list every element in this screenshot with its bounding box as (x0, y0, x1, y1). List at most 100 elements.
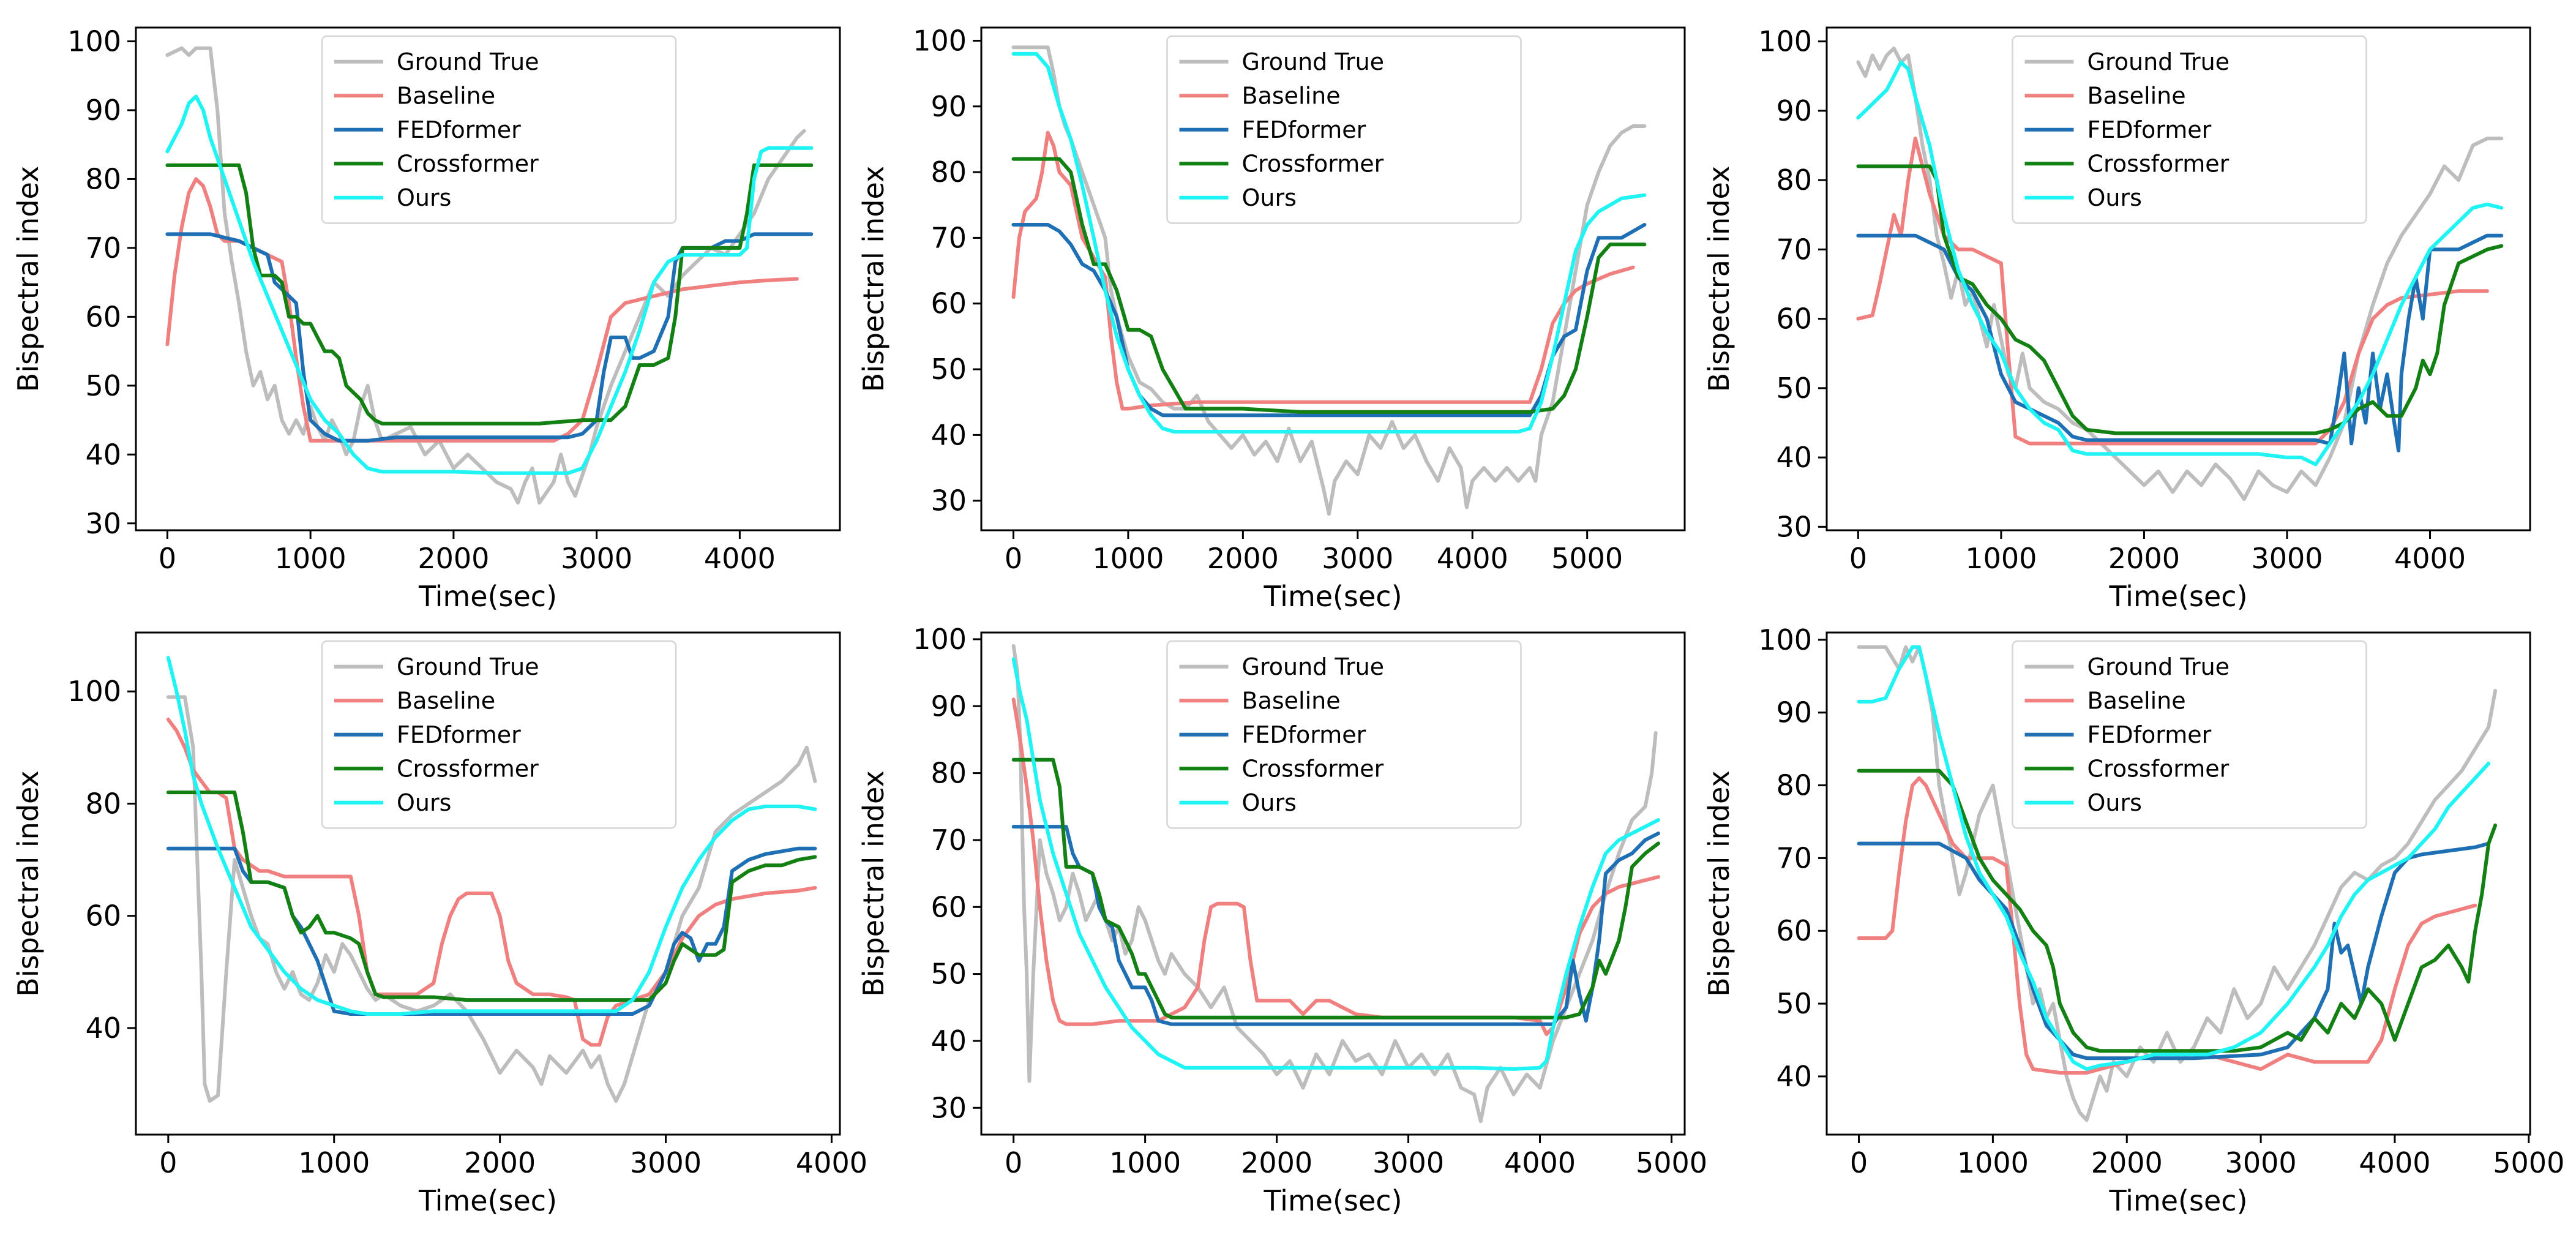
y-tick-label: 50 (1776, 372, 1812, 405)
x-tick-label: 0 (1850, 1146, 1868, 1179)
y-tick-label: 30 (1776, 510, 1812, 543)
y-tick-label: 90 (1776, 696, 1812, 729)
legend-label: Crossformer (397, 150, 539, 177)
y-tick-label: 80 (930, 757, 967, 790)
series-line-ground-true (1011, 45, 1647, 516)
subplot-1: 0 1000 2000 3000 4000 Time(sec) 30 40 50 60 70 80 90… (12, 24, 841, 613)
x-tick-label: 0 (159, 1146, 177, 1179)
legend-box (2012, 640, 2367, 829)
axes-frame (135, 26, 841, 531)
series-line-ground-true (1857, 645, 2498, 1122)
y-axis-label: Bispectral index (1702, 166, 1735, 392)
y-axis-label: Bispectral index (12, 770, 45, 996)
legend-label: Crossformer (1242, 150, 1384, 177)
y-axis-label: Bispectral index (857, 770, 890, 996)
x-tick-label: 3000 (2251, 542, 2323, 575)
x-axis: 0 1000 2000 3000 4000 Time(sec) (159, 1135, 867, 1217)
y-tick-label: 100 (67, 24, 121, 58)
subplot-5: 0 1000 2000 3000 4000 5000 Time(sec) 30 40 50 60 70… (857, 623, 1707, 1217)
x-tick-label: 2000 (2108, 542, 2180, 575)
x-axis: 0 1000 2000 3000 4000 5000 Time(sec) (1005, 530, 1623, 613)
axes-frame (980, 631, 1686, 1136)
y-axis-label: Bispectral index (857, 166, 890, 392)
x-axis-label: Time(sec) (1263, 580, 1402, 613)
legend-label: Baseline (397, 687, 495, 714)
series-line-ours (166, 656, 817, 1016)
series-line-ours (1856, 60, 2504, 467)
legend-box (321, 640, 677, 829)
series-line-baseline (1857, 776, 2477, 1075)
x-tick-label: 5000 (1551, 542, 1623, 575)
legend-label: Ground True (397, 48, 539, 75)
series-line-ours (1857, 645, 2491, 1071)
x-axis: 0 1000 2000 3000 4000 5000 Time(sec) (1850, 1135, 2564, 1217)
y-tick-label: 40 (930, 1024, 967, 1057)
x-tick-label: 1000 (1957, 1146, 2029, 1179)
x-tick-label: 2000 (464, 1146, 536, 1179)
y-tick-label: 100 (913, 623, 967, 656)
legend-label: Ground True (397, 653, 539, 680)
x-axis-label: Time(sec) (2108, 580, 2247, 613)
x-axis: 0 1000 2000 3000 4000 Time(sec) (159, 530, 776, 613)
x-tick-label: 3000 (1372, 1146, 1444, 1179)
series-lines (1011, 45, 1647, 516)
legend-label: Ground True (1242, 48, 1385, 75)
x-tick-label: 0 (1849, 542, 1867, 575)
legend: Ground True Baseline FEDformer Crossformer O… (321, 640, 677, 829)
series-line-crossformer (165, 163, 814, 426)
x-tick-label: 3000 (2225, 1146, 2297, 1179)
series-line-ours (1011, 657, 1660, 1071)
x-tick-label: 1000 (1109, 1146, 1181, 1179)
x-axis: 0 1000 2000 3000 4000 5000 Time(sec) (1005, 1135, 1707, 1217)
subplot-4: 0 1000 2000 3000 4000 Time(sec) 40 60 80 100 Bispe… (12, 631, 867, 1217)
legend-box (2012, 35, 2367, 224)
y-axis: 30 40 50 60 70 80 90 100 Bispectral index (857, 24, 981, 517)
y-axis: 30 40 50 60 70 80 90 100 Bispectral index (1702, 25, 1827, 543)
y-tick-label: 40 (85, 438, 121, 471)
legend-label: Baseline (1242, 82, 1341, 109)
x-tick-label: 0 (1005, 542, 1022, 575)
y-tick-label: 60 (930, 890, 967, 923)
y-tick-label: 80 (1776, 163, 1812, 197)
legend-label: Ours (397, 184, 451, 211)
x-axis-label: Time(sec) (2108, 1184, 2247, 1217)
y-tick-label: 40 (1776, 441, 1812, 474)
y-tick-label: 50 (85, 369, 121, 402)
legend-label: FEDformer (2087, 721, 2212, 748)
series-line-fedformer (1011, 223, 1647, 418)
legend-label: Ours (2087, 789, 2142, 816)
legend-label: Ground True (2087, 653, 2230, 680)
y-tick-label: 50 (1776, 987, 1812, 1020)
x-axis: 0 1000 2000 3000 4000 Time(sec) (1849, 530, 2466, 613)
y-axis: 30 40 50 60 70 80 90 100 Bispectral index (857, 623, 981, 1124)
x-tick-label: 1000 (1965, 542, 2037, 575)
subplot-3: 0 1000 2000 3000 4000 Time(sec) 30 40 50 60 70 80 90… (1702, 25, 2531, 613)
legend-label: Ours (1242, 184, 1297, 211)
y-tick-label: 60 (85, 300, 121, 333)
y-axis-label: Bispectral index (12, 166, 45, 392)
series-line-ground-true (1856, 47, 2504, 501)
y-tick-label: 90 (930, 689, 967, 723)
axes-frame (1825, 26, 2531, 531)
y-tick-label: 80 (930, 156, 967, 189)
legend: Ground True Baseline FEDformer Crossformer O… (1166, 640, 1522, 829)
y-tick-label: 70 (1776, 841, 1812, 874)
series-lines (1011, 644, 1660, 1124)
y-tick-label: 70 (930, 824, 967, 857)
legend-box (1166, 640, 1522, 829)
y-tick-label: 60 (1776, 302, 1812, 336)
series-line-fedformer (1857, 841, 2491, 1061)
axes-frame (1825, 631, 2531, 1136)
x-tick-label: 2000 (1241, 1146, 1312, 1179)
series-line-ours (165, 94, 814, 475)
x-tick-label: 2000 (1207, 542, 1279, 575)
legend-label: Ours (1242, 789, 1297, 816)
y-tick-label: 30 (930, 484, 967, 517)
x-tick-label: 3000 (630, 1146, 702, 1179)
legend-box (1166, 35, 1522, 224)
y-tick-label: 90 (1776, 94, 1812, 127)
y-tick-label: 90 (930, 90, 967, 123)
series-line-ours (1011, 51, 1647, 434)
y-tick-label: 90 (85, 94, 121, 127)
